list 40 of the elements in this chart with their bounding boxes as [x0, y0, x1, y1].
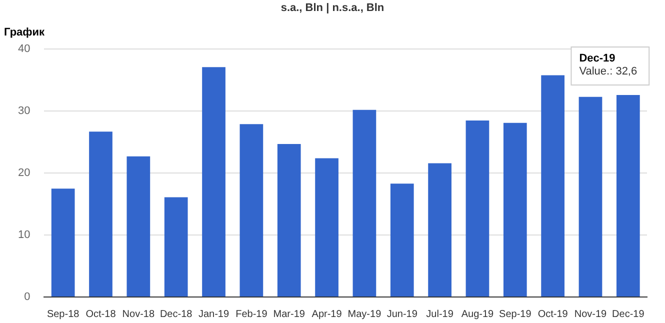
- x-tick-label: Dec-18: [160, 308, 193, 320]
- x-tick-label: Sep-19: [499, 308, 532, 320]
- x-tick-label: Sep-18: [46, 308, 80, 320]
- x-tick-label: Jun-19: [386, 308, 418, 320]
- x-tick-label: Dec-19: [612, 308, 645, 320]
- x-tick-label: Mar-19: [273, 308, 306, 320]
- bar: [164, 197, 188, 296]
- y-tick-label: 40: [18, 43, 30, 56]
- bar: [390, 184, 414, 296]
- x-tick-label: Oct-19: [538, 308, 568, 320]
- x-tick-label: Oct-18: [86, 308, 116, 320]
- bar: [126, 156, 150, 296]
- y-tick-label: 0: [24, 291, 30, 304]
- bar: [277, 144, 301, 296]
- bar: [616, 95, 640, 296]
- bar: [541, 75, 564, 296]
- bar: [202, 67, 226, 296]
- y-tick-label: 10: [18, 229, 30, 242]
- chart-title: График: [4, 26, 46, 39]
- y-tick-label: 30: [18, 105, 30, 118]
- bar: [503, 122, 527, 296]
- bar: [315, 158, 338, 296]
- x-tick-label: Jan-19: [198, 308, 230, 320]
- x-tick-label: Nov-19: [574, 308, 608, 320]
- x-tick-label: Jul-19: [426, 308, 454, 320]
- bar: [428, 163, 452, 296]
- bar: [51, 188, 75, 296]
- bar: [466, 120, 490, 296]
- chart-subtitle: s.a., Bln | n.s.a., Bln: [280, 2, 386, 14]
- bar: [89, 132, 112, 296]
- x-tick-label: Aug-19: [461, 308, 494, 320]
- x-tick-label: Nov-18: [122, 308, 155, 320]
- y-tick-label: 20: [18, 167, 30, 180]
- bar: [240, 124, 264, 296]
- x-tick-label: Apr-19: [312, 308, 342, 320]
- bar: [352, 110, 376, 296]
- annotation: Dec-19 Value.: 32,6: [579, 52, 638, 78]
- x-tick-label: May-19: [348, 308, 382, 320]
- bar: [578, 96, 602, 296]
- x-tick-label: Feb-19: [236, 308, 268, 320]
